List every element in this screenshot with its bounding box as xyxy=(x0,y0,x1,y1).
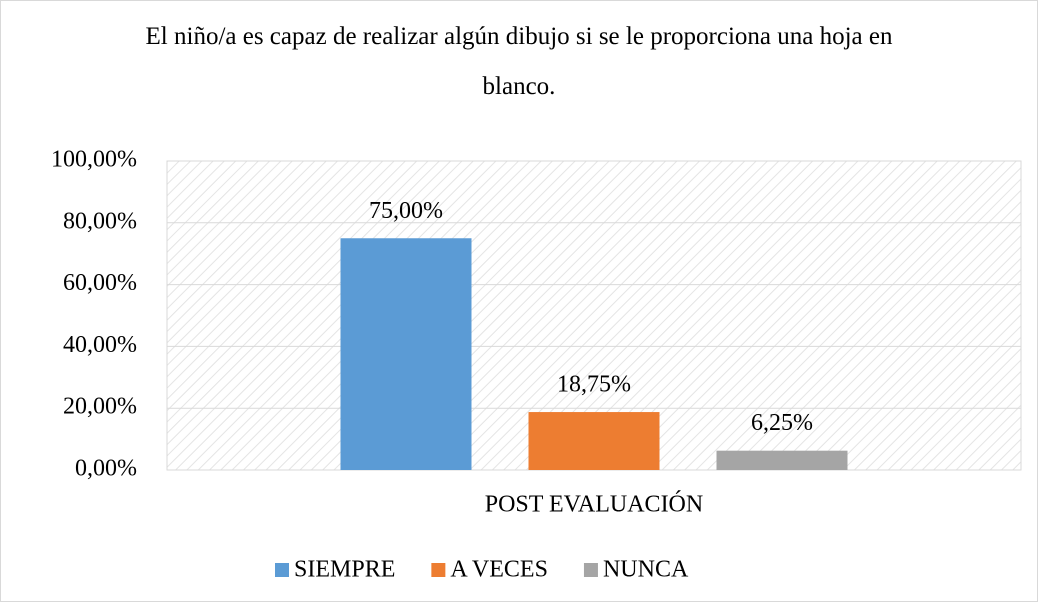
y-tick-label: 40,00% xyxy=(63,332,137,358)
legend-swatch xyxy=(431,563,446,577)
value-label: 18,75% xyxy=(557,372,631,398)
legend-label: SIEMPRE xyxy=(294,557,395,583)
legend-swatch xyxy=(275,563,289,577)
legend-label: A VECES xyxy=(450,557,548,583)
legend-label: NUNCA xyxy=(603,557,689,583)
chart-title: El niño/a es capaz de realizar algún dib… xyxy=(145,23,893,100)
value-label: 6,25% xyxy=(751,410,813,436)
y-tick-label: 80,00% xyxy=(63,208,137,234)
bar xyxy=(340,238,472,470)
y-tick-label: 20,00% xyxy=(63,394,137,420)
bar xyxy=(528,412,660,470)
legend-swatch xyxy=(583,563,598,577)
bar xyxy=(716,450,848,470)
value-label: 75,00% xyxy=(369,198,443,224)
y-tick-label: 100,00% xyxy=(51,147,137,173)
x-tick-label: POST EVALUACIÓN xyxy=(485,491,703,518)
y-tick-label: 0,00% xyxy=(75,456,137,482)
y-tick-label: 60,00% xyxy=(63,270,137,296)
